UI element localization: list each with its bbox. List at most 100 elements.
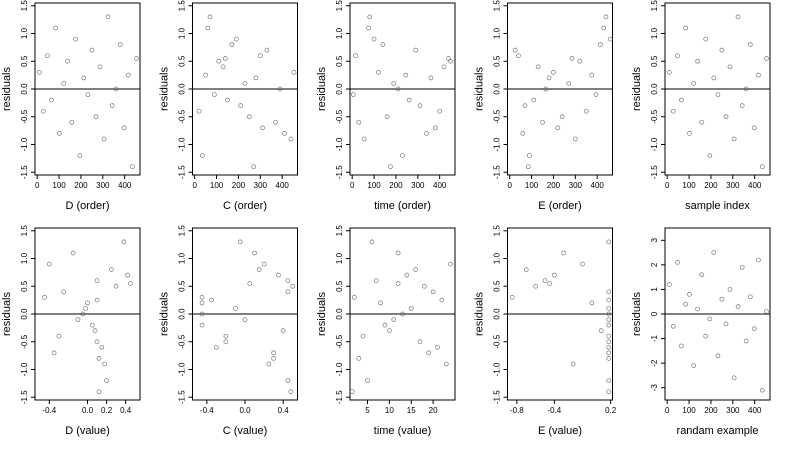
point — [428, 75, 434, 81]
point — [266, 361, 272, 367]
point — [606, 239, 612, 245]
point — [285, 278, 291, 284]
y-tick-label: 1 — [650, 287, 659, 292]
point — [540, 119, 545, 125]
point — [256, 267, 262, 272]
point — [747, 42, 753, 47]
point — [229, 42, 235, 47]
x-tick-label: 200 — [389, 181, 403, 190]
x-tick-label: 0.2 — [605, 406, 617, 415]
x-tick-label: 0 — [35, 181, 40, 190]
y-axis-label: residuals — [631, 291, 643, 336]
point — [543, 86, 549, 92]
point — [406, 97, 412, 103]
point — [448, 58, 453, 64]
x-tick-label: 300 — [726, 181, 740, 190]
y-tick-label: -1.5 — [20, 390, 29, 404]
point — [743, 86, 749, 92]
point — [113, 86, 119, 92]
y-tick-label: 0.5 — [493, 280, 502, 292]
point — [408, 306, 414, 311]
x-tick-label: 400 — [748, 181, 762, 190]
point — [288, 389, 294, 395]
point — [291, 70, 297, 75]
point — [606, 378, 612, 383]
point — [535, 64, 541, 70]
x-tick-label: -0.4 — [42, 406, 56, 415]
point — [65, 58, 70, 64]
point — [81, 75, 87, 81]
y-tick-label: -1.5 — [20, 165, 29, 179]
point — [437, 108, 443, 114]
x-tick-label: 400 — [118, 181, 132, 190]
point — [209, 297, 214, 303]
point — [413, 47, 418, 53]
x-tick-label: 200 — [704, 181, 718, 190]
point — [703, 36, 709, 42]
y-tick-label: 1.0 — [650, 27, 659, 39]
point — [735, 14, 741, 20]
y-tick-label: -1.5 — [178, 390, 187, 404]
point — [606, 306, 612, 311]
point — [756, 72, 761, 78]
point — [56, 333, 62, 339]
point — [276, 272, 281, 278]
point — [233, 306, 238, 311]
y-axis-label: residuals — [473, 66, 485, 111]
point — [570, 361, 576, 367]
point — [238, 103, 243, 108]
y-tick-label: -0.5 — [493, 109, 502, 123]
x-tick-label: 400 — [591, 181, 605, 190]
y-tick-label: 0.5 — [20, 55, 29, 67]
point — [128, 281, 133, 286]
point — [542, 278, 548, 284]
point — [523, 267, 529, 272]
y-tick-label: 2 — [650, 262, 659, 267]
point — [583, 108, 589, 114]
point — [360, 333, 366, 339]
point — [703, 333, 709, 339]
point — [719, 296, 725, 302]
point — [97, 64, 103, 70]
point — [448, 261, 453, 267]
point — [80, 311, 86, 317]
point — [109, 103, 115, 108]
point — [580, 261, 585, 267]
point — [424, 131, 429, 136]
point — [387, 328, 392, 333]
point — [607, 36, 613, 42]
point — [349, 389, 355, 395]
point — [42, 295, 47, 300]
y-tick-label: -1.0 — [178, 137, 187, 151]
point — [89, 322, 95, 328]
point — [679, 97, 684, 103]
point — [212, 92, 217, 97]
x-tick-label: -0.8 — [510, 406, 524, 415]
point — [395, 86, 401, 92]
y-tick-label: 1.5 — [650, 0, 659, 11]
y-tick-label: -1 — [650, 334, 659, 342]
point — [606, 389, 612, 395]
point — [121, 125, 127, 131]
x-tick-label: 100 — [525, 181, 539, 190]
y-tick-label: -2 — [650, 359, 659, 367]
y-tick-label: -1.5 — [178, 165, 187, 179]
point — [129, 164, 135, 170]
point — [199, 311, 205, 317]
y-tick-label: 0.0 — [335, 308, 344, 320]
point — [94, 278, 100, 284]
point — [134, 56, 139, 61]
point — [711, 75, 717, 81]
point — [395, 281, 401, 286]
y-tick-label: 0.5 — [335, 55, 344, 67]
x-tick-label: 400 — [433, 181, 447, 190]
point — [751, 326, 757, 332]
y-tick-label: -3 — [650, 384, 659, 392]
point — [89, 47, 95, 53]
point — [430, 289, 436, 295]
point — [253, 75, 259, 81]
x-tick-label: 300 — [96, 181, 110, 190]
point — [598, 42, 603, 47]
point — [350, 92, 356, 97]
point — [290, 283, 296, 289]
